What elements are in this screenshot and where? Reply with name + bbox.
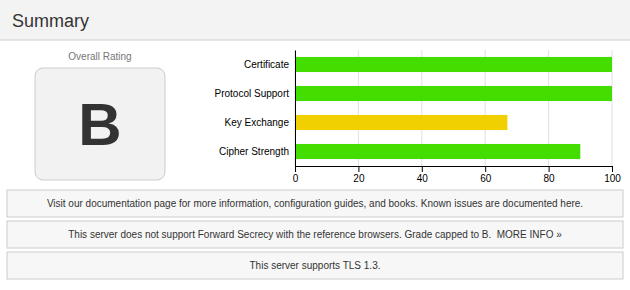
bar — [295, 115, 507, 130]
x-tick-label: 80 — [544, 173, 556, 184]
x-tick-label: 100 — [604, 173, 621, 184]
x-tick: 40 — [417, 166, 429, 184]
x-tick: 100 — [604, 166, 621, 184]
y-tick-label: Certificate — [244, 59, 289, 70]
y-tick-label: Cipher Strength — [219, 146, 289, 157]
y-tick-label: Key Exchange — [225, 117, 290, 128]
bar — [295, 86, 612, 101]
y-tick: Key Exchange — [225, 117, 290, 128]
info-text: This server supports TLS 1.3. — [250, 260, 381, 271]
bar — [295, 144, 580, 159]
x-tick: 60 — [480, 166, 492, 184]
grid — [295, 50, 612, 166]
y-tick-label: Protocol Support — [215, 88, 290, 99]
page: Summary Overall Rating B 0 20 40 60 80 100 Certif… — [0, 0, 630, 290]
info-box — [7, 252, 623, 279]
x-axis-line — [296, 167, 613, 173]
y-tick: Certificate — [244, 59, 289, 70]
x-tick-label: 0 — [293, 173, 299, 184]
y-tick: Protocol Support — [215, 88, 290, 99]
x-tick-label: 20 — [353, 173, 365, 184]
x-tick-mark — [485, 166, 486, 172]
y-axis-line — [295, 51, 296, 167]
rating-label: Overall Rating — [68, 51, 131, 62]
info-text: Visit our documentation page for more in… — [47, 198, 583, 209]
grade-box — [35, 68, 165, 180]
x-tick-mark — [422, 166, 423, 172]
bar — [295, 57, 612, 72]
x-tick: 0 — [293, 166, 299, 184]
header-bg — [0, 0, 630, 40]
x-tick-label: 40 — [417, 173, 429, 184]
header-border — [0, 40, 630, 41]
grid-line — [295, 50, 296, 166]
y-axis: Certificate Protocol Support Key Exchange C… — [215, 51, 296, 167]
x-tick-mark — [612, 166, 613, 172]
bars — [295, 57, 612, 159]
x-tick-label: 60 — [480, 173, 492, 184]
x-tick-mark — [295, 166, 296, 172]
x-tick-mark — [549, 166, 550, 172]
title: Summary — [12, 11, 89, 31]
info-box — [7, 221, 623, 248]
grade: B — [78, 91, 121, 158]
x-axis: 0 20 40 60 80 100 — [293, 166, 622, 184]
y-tick: Cipher Strength — [219, 146, 289, 157]
x-tick-mark — [358, 166, 359, 172]
info-box — [7, 190, 623, 217]
x-tick: 20 — [353, 166, 365, 184]
info-text: This server does not support Forward Sec… — [68, 229, 562, 240]
x-tick: 80 — [544, 166, 556, 184]
